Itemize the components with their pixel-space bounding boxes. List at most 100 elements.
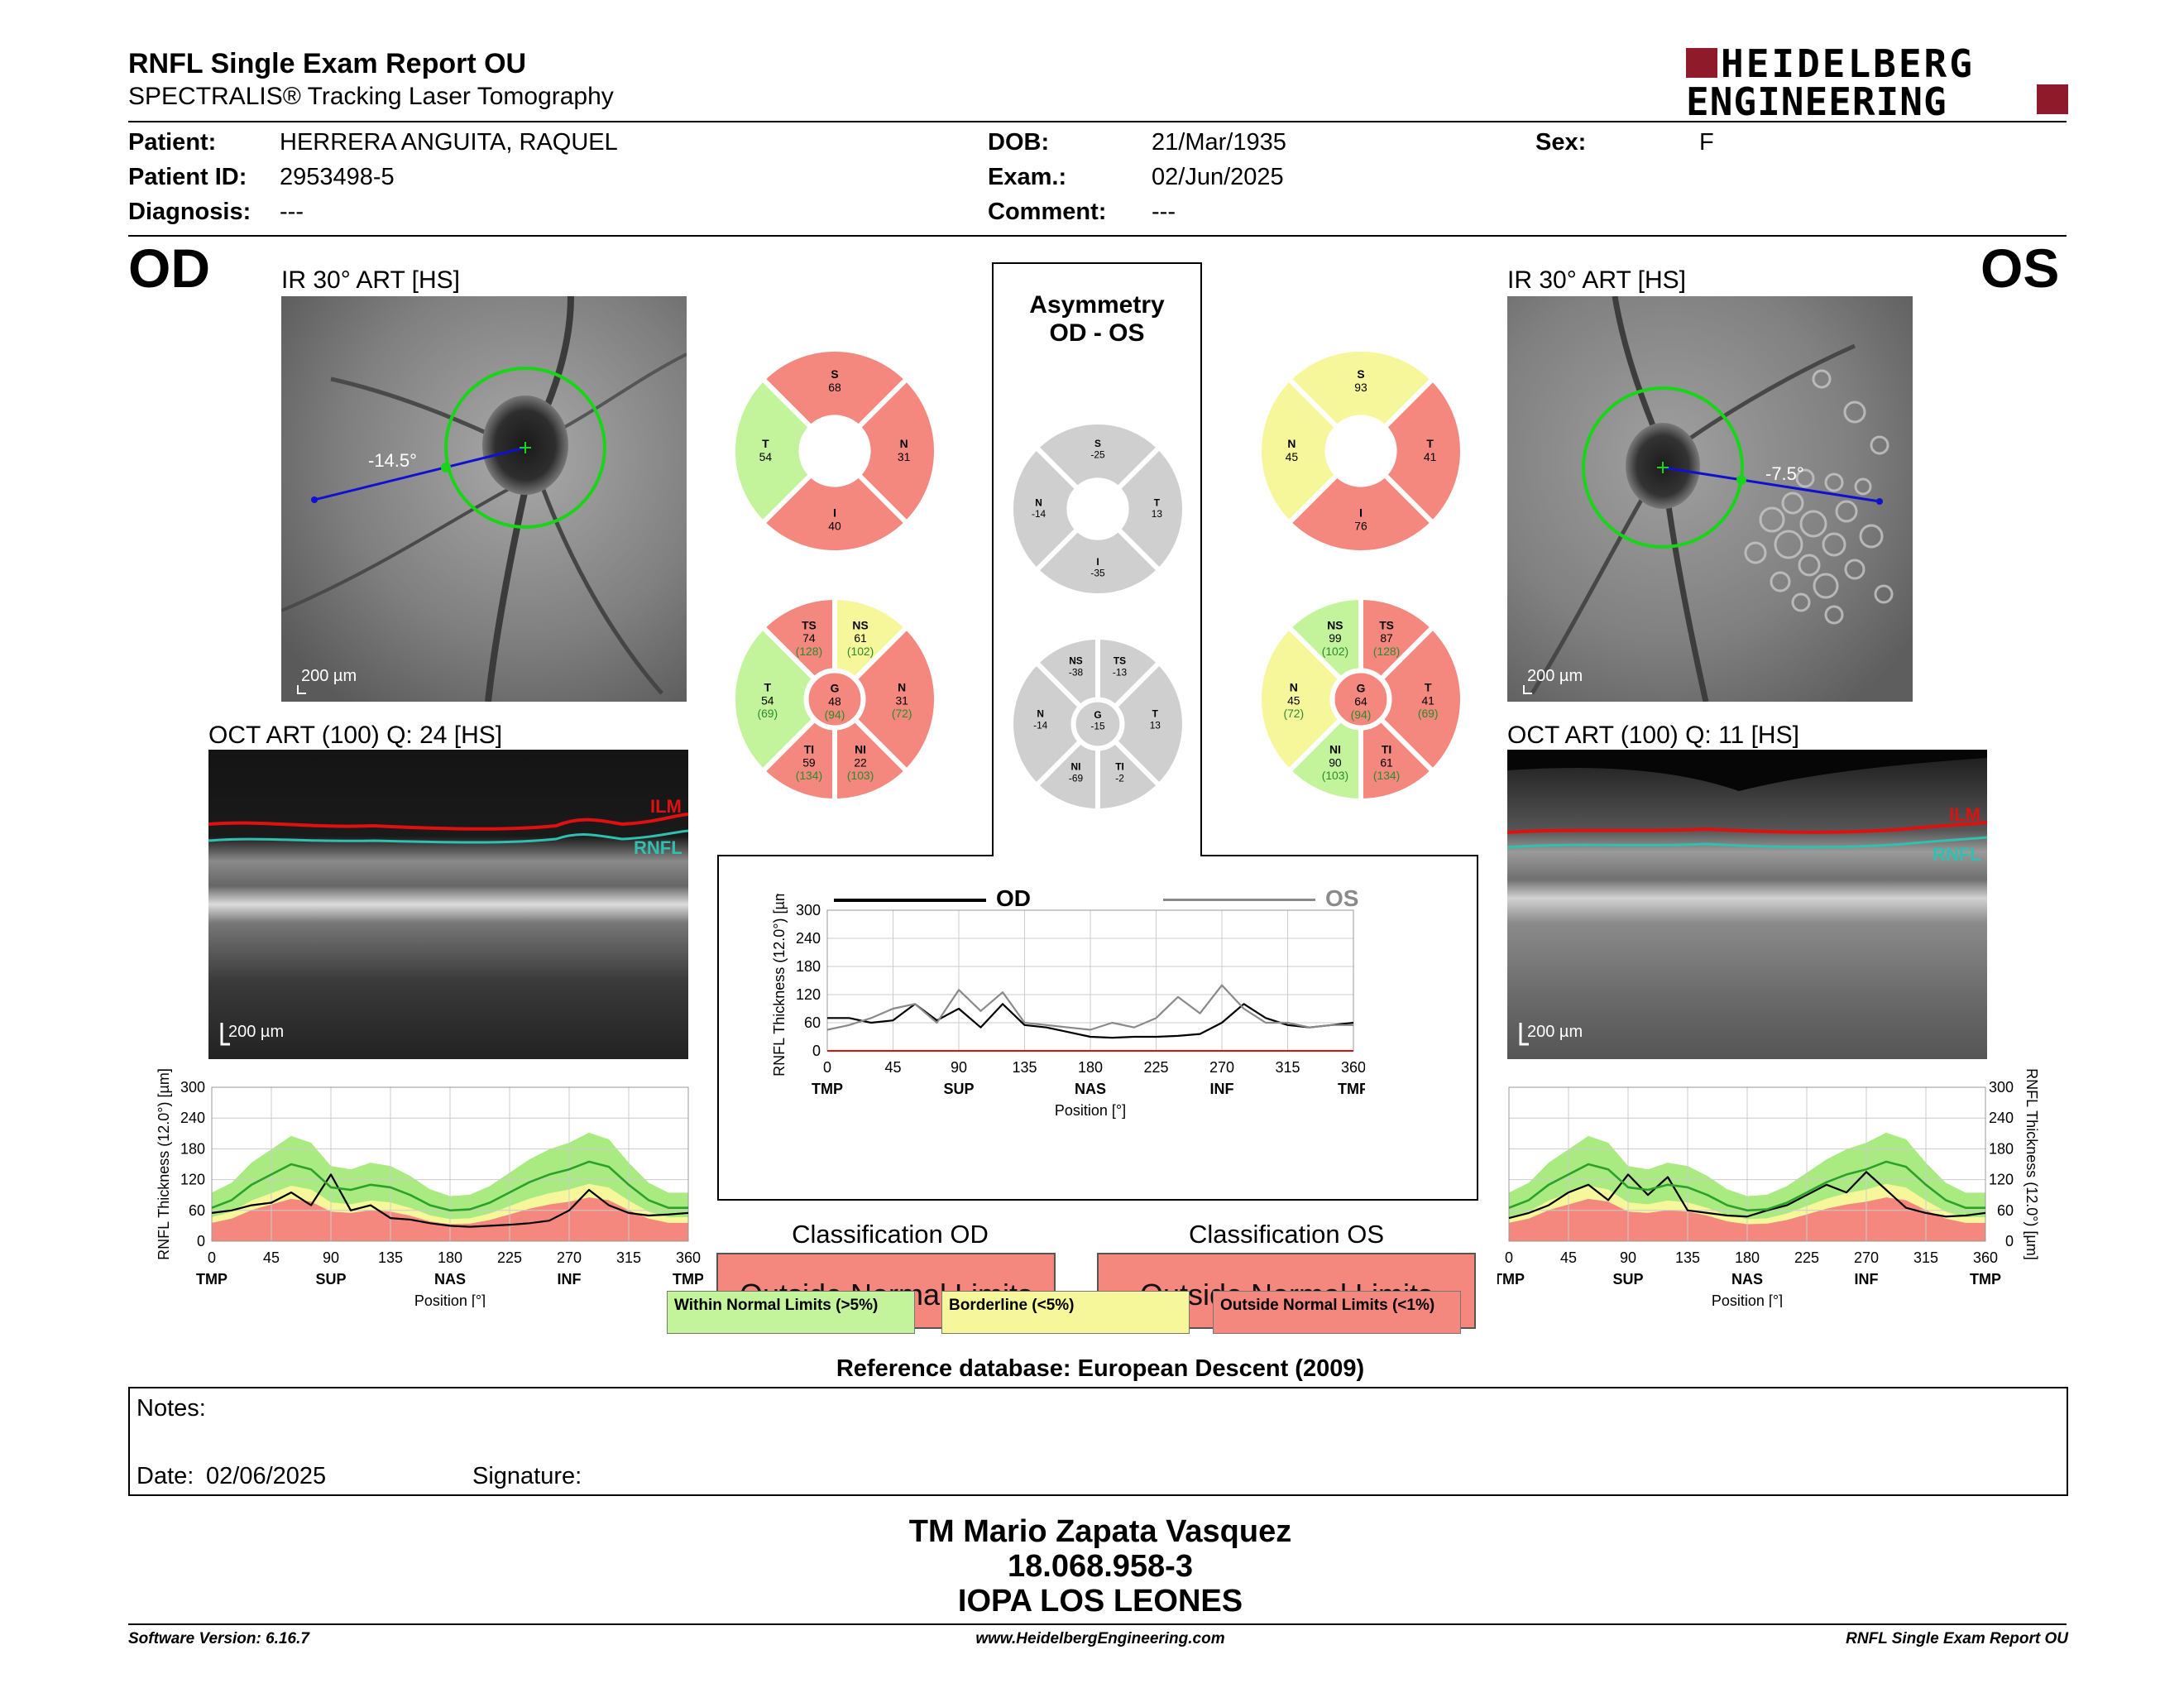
sector-value: 40	[828, 519, 841, 532]
asymmetry-title-2: OD - OS	[1049, 319, 1145, 347]
sector-label: S	[1357, 367, 1364, 381]
sector-label: N	[1035, 496, 1042, 508]
sector-label: NS	[1069, 655, 1083, 667]
sector-label: NI	[1071, 761, 1081, 773]
x-tick-label: 180	[1078, 1059, 1103, 1076]
y-tick-label: 300	[796, 902, 821, 918]
sector-value: 93	[1354, 381, 1367, 394]
os-oct-scale: 200 µm	[1527, 1023, 1583, 1041]
od-classification-title: Classification OD	[792, 1220, 989, 1249]
y-tick-label: 180	[796, 958, 821, 975]
sector-label: T	[1154, 496, 1161, 508]
signatory-rut: 18.068.958-3	[1008, 1549, 1193, 1584]
asym-sector4-chart: S-25 T13 I-35 N-14	[1009, 420, 1186, 597]
patient-label: Patient:	[128, 129, 217, 156]
sector-reference: (128)	[1373, 645, 1400, 658]
y-tick-label: 120	[796, 986, 821, 1003]
x-tick-label: 180	[438, 1249, 462, 1266]
series-line-normal-mean	[1508, 1160, 1985, 1212]
sector-axis-label: TMP	[812, 1081, 843, 1097]
sector-reference: (102)	[847, 645, 874, 658]
comment-value: ---	[1152, 199, 1176, 225]
sector-value: 76	[1354, 519, 1367, 532]
sector-value: 74	[802, 631, 816, 645]
sector-value: 22	[854, 755, 867, 769]
sector-label: N	[1287, 437, 1296, 450]
sector-axis-label: TMP	[673, 1271, 703, 1288]
sector-value: 45	[1287, 693, 1300, 707]
sector-value: 31	[895, 693, 908, 707]
sector-axis-label: SUP	[1612, 1271, 1643, 1288]
x-axis-label: Position [°]	[414, 1292, 486, 1307]
sector-value: 90	[1329, 755, 1342, 769]
x-tick-label: 270	[1209, 1059, 1234, 1076]
diagnosis-value: ---	[280, 199, 304, 225]
sector-axis-label: TMP	[1497, 1271, 1525, 1288]
y-tick-label: 240	[180, 1110, 205, 1126]
sector-reference: (103)	[1322, 769, 1348, 782]
od-fundus-svg	[281, 296, 687, 702]
logo-text-heidelberg: HEIDELBERG	[1721, 41, 1975, 86]
y-tick-label: 0	[812, 1043, 821, 1059]
x-tick-label: 225	[1794, 1249, 1819, 1266]
legend-os-line	[1163, 899, 1315, 901]
reference-database: Reference database: European Descent (20…	[836, 1355, 1365, 1382]
sector-g	[1070, 697, 1125, 751]
sector-reference: (94)	[825, 708, 845, 722]
sector-label: T	[764, 680, 772, 693]
x-tick-label: 135	[1675, 1249, 1700, 1266]
x-tick-label: 360	[1973, 1249, 1998, 1266]
os-oct-rnfl: RNFL	[1933, 844, 1981, 865]
sector-reference: (69)	[757, 707, 778, 720]
legend-od-line	[834, 899, 986, 902]
sector-label: I	[1096, 556, 1099, 568]
sector-value: 61	[854, 631, 867, 645]
od-fundus-angle: -14.5°	[368, 450, 417, 471]
x-tick-label: 270	[1854, 1249, 1879, 1266]
x-tick-label: 135	[1012, 1059, 1037, 1076]
series-line-os	[826, 984, 1353, 1031]
sector-axis-label: TMP	[1970, 1271, 2001, 1288]
legend-normal: Within Normal Limits (>5%)	[667, 1291, 915, 1334]
y-tick-label: 240	[1989, 1110, 2014, 1126]
os-fundus-angle: -7.5°	[1765, 463, 1804, 484]
sex-value: F	[1699, 129, 1714, 156]
comment-label: Comment:	[988, 199, 1107, 225]
sector-value: 13	[1152, 508, 1163, 520]
sector-reference: (134)	[1373, 769, 1400, 782]
signatory-name: TM Mario Zapata Vasquez	[908, 1514, 1292, 1549]
sector-axis-label: TMP	[196, 1271, 228, 1288]
series-line-normal-mean	[211, 1160, 688, 1212]
sector-value: -2	[1115, 772, 1124, 784]
sector-label: G	[1357, 682, 1366, 695]
x-tick-label: 45	[1560, 1249, 1577, 1266]
x-tick-label: 45	[263, 1249, 280, 1266]
footer-report-name: RNFL Single Exam Report OU	[1846, 1630, 2068, 1647]
x-tick-label: 360	[676, 1249, 701, 1266]
x-tick-label: 360	[1341, 1059, 1365, 1076]
od-oct-svg	[208, 750, 688, 1059]
x-tick-label: 0	[208, 1249, 216, 1266]
patient-id: 2953498-5	[280, 164, 395, 190]
sector-value: 87	[1380, 631, 1393, 645]
sector-label: TI	[1382, 742, 1391, 755]
patient-name: HERRERA ANGUITA, RAQUEL	[280, 129, 618, 156]
y-tick-label: 300	[1989, 1079, 2014, 1096]
y-tick-label: 120	[180, 1172, 205, 1188]
sector-label: N	[1037, 708, 1044, 720]
os-fundus-svg	[1507, 296, 1913, 702]
sector-label: NS	[1327, 618, 1343, 631]
os-profile-chart: 0 60 120 180 240 300 0 45 90 135 180 225 270 315 360 TM…	[1497, 1068, 2040, 1307]
report-subtitle: SPECTRALIS® Tracking Laser Tomography	[128, 83, 614, 110]
notes-box: Notes: Date: 02/06/2025 Signature:	[128, 1387, 2068, 1496]
y-tick-label: 60	[1997, 1202, 2014, 1219]
os-oct-image: ILM RNFL 200 µm	[1507, 750, 1987, 1059]
x-tick-label: 90	[951, 1059, 967, 1076]
sector-value: -25	[1090, 449, 1105, 461]
sector-label: TS	[802, 618, 817, 631]
logo-mark-bottom	[2037, 84, 2068, 114]
sector-value: -14	[1033, 719, 1048, 731]
y-axis-label: RNFL Thickness (12.0°) [µm]	[771, 894, 788, 1077]
sector-value: 61	[1380, 755, 1393, 769]
